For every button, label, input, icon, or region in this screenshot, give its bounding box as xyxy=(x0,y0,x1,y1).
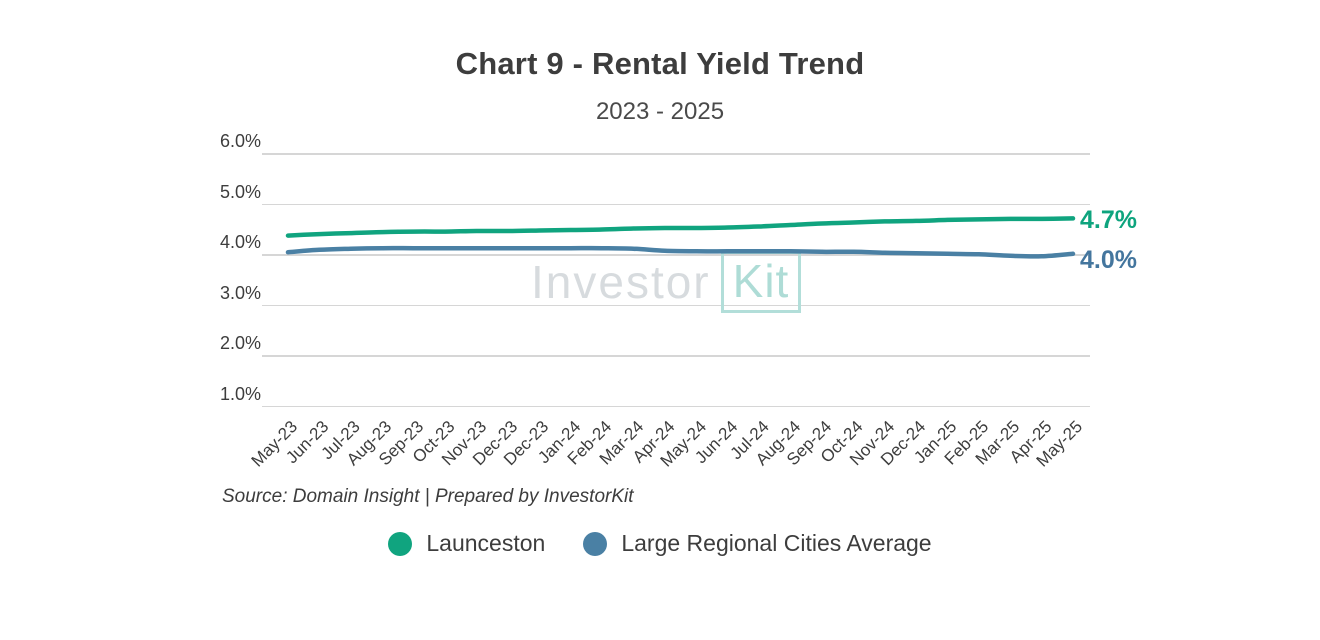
y-axis-label: 4.0% xyxy=(220,232,262,253)
legend-item-launceston: Launceston xyxy=(388,530,545,557)
regional-end-value-label: 4.0% xyxy=(1080,246,1137,274)
gridline xyxy=(262,153,1090,155)
launceston-end-value-label: 4.7% xyxy=(1080,206,1137,234)
chart-legend: Launceston Large Regional Cities Average xyxy=(0,530,1320,557)
chart-title: Chart 9 - Rental Yield Trend xyxy=(455,46,865,81)
y-axis-label: 3.0% xyxy=(220,282,262,303)
y-axis-label: 2.0% xyxy=(220,333,262,354)
launceston-line xyxy=(285,216,1076,238)
legend-item-regional: Large Regional Cities Average xyxy=(583,530,932,557)
y-axis-label: 6.0% xyxy=(220,131,262,152)
launceston-legend-dot-icon xyxy=(388,531,413,556)
source-note: Source: Domain Insight | Prepared by Inv… xyxy=(222,486,634,507)
gridline xyxy=(262,355,1090,357)
gridline xyxy=(262,304,1090,307)
chart-subtitle: 2023 - 2025 xyxy=(595,98,725,125)
y-axis-label: 5.0% xyxy=(220,181,262,202)
x-axis-tick: May-25 xyxy=(853,417,1087,471)
gridline xyxy=(262,405,1090,408)
gridline xyxy=(262,203,1090,206)
legend-label-regional: Large Regional Cities Average xyxy=(621,530,932,556)
investorkit-watermark: Investor Kit xyxy=(531,251,802,313)
y-axis-label: 1.0% xyxy=(220,383,262,404)
watermark-kit-logo: Kit xyxy=(720,251,802,313)
watermark-text-investor: Investor xyxy=(531,256,711,308)
regional-legend-dot-icon xyxy=(583,531,608,556)
legend-label-launceston: Launceston xyxy=(426,530,546,556)
